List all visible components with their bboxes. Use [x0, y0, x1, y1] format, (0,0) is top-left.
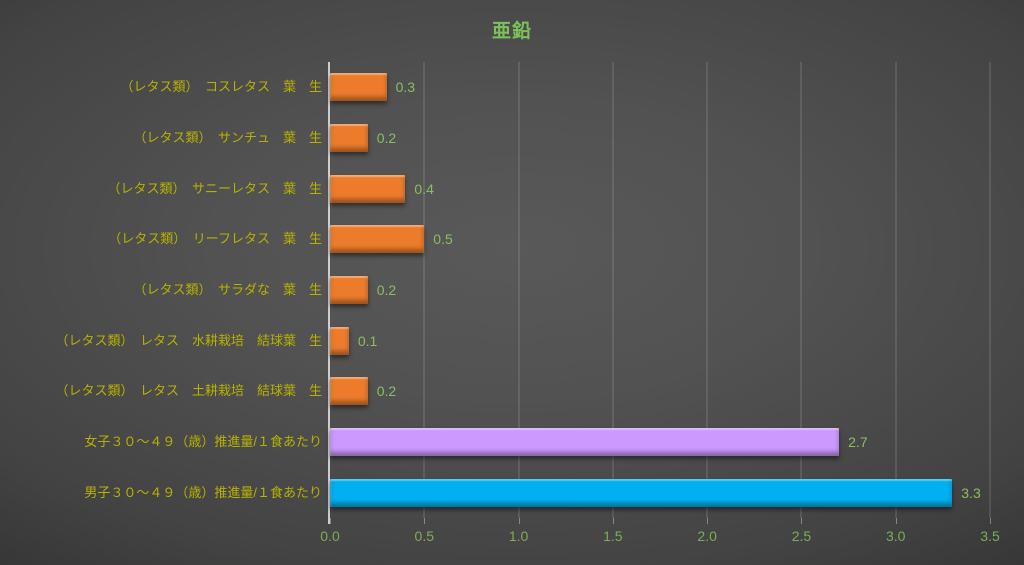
y-axis-line	[328, 62, 330, 524]
value-label: 0.4	[414, 180, 434, 197]
category-label: （レタス類） サニーレタス 葉 生	[107, 180, 322, 196]
category-label: 男子３０～４９（歳）推進量/１食あたり	[84, 484, 322, 500]
axis-tick	[330, 518, 331, 524]
value-label: 0.2	[376, 130, 397, 146]
bar	[330, 478, 953, 507]
bar	[330, 326, 349, 355]
category-label: （レタス類） レタス 土耕栽培 結球葉 生	[55, 383, 322, 399]
category-label: 女子３０～４９（歳）推進量/１食あたり	[84, 434, 322, 449]
category-label: （レタス類） サラダな 葉 生	[133, 282, 322, 297]
plot-area	[328, 62, 991, 524]
value-label: 0.5	[433, 231, 453, 248]
value-label: 0.2	[376, 383, 397, 400]
axis-tick	[990, 518, 991, 524]
gridline	[611, 62, 614, 518]
chart-title: 亜鉛	[491, 21, 532, 42]
x-axis-tick-label: 0.0	[320, 528, 340, 544]
gridline	[989, 62, 991, 518]
category-label: （レタス類） サンチュ 葉 生	[133, 130, 322, 145]
bar	[330, 225, 425, 254]
gridline	[517, 62, 520, 518]
gridline	[800, 62, 803, 518]
value-label: 0.1	[357, 332, 378, 349]
bar	[330, 377, 368, 406]
bar	[330, 428, 840, 456]
x-axis-tick-label: 1.0	[508, 528, 529, 544]
axis-tick	[707, 518, 709, 524]
gridline	[706, 62, 709, 518]
axis-tick	[895, 518, 897, 524]
x-axis-tick-label: 1.5	[603, 528, 623, 544]
bar	[330, 124, 368, 152]
category-label: （レタス類） コスレタス 葉 生	[120, 79, 322, 95]
x-axis-tick-label: 2.5	[791, 528, 812, 544]
value-label: 0.2	[376, 282, 397, 298]
value-label: 3.3	[961, 484, 981, 501]
gridline	[894, 62, 897, 518]
axis-tick	[518, 518, 520, 524]
x-axis-tick-label: 3.0	[885, 528, 906, 544]
category-label: （レタス類） リーフレタス 葉 生	[108, 231, 322, 247]
x-axis-tick-label: 0.5	[414, 528, 435, 544]
axis-tick	[424, 518, 426, 524]
value-label: 0.3	[395, 79, 416, 96]
gridline	[423, 62, 426, 518]
value-label: 2.7	[848, 434, 868, 450]
bar	[330, 174, 406, 203]
x-axis-tick-label: 2.0	[697, 528, 717, 544]
x-axis-tick-label: 3.5	[980, 528, 1000, 544]
axis-tick	[612, 518, 614, 524]
bar	[330, 73, 387, 102]
axis-tick	[801, 518, 803, 524]
bar	[330, 276, 368, 304]
category-label: （レタス類） レタス 水耕栽培 結球葉 生	[55, 332, 322, 348]
